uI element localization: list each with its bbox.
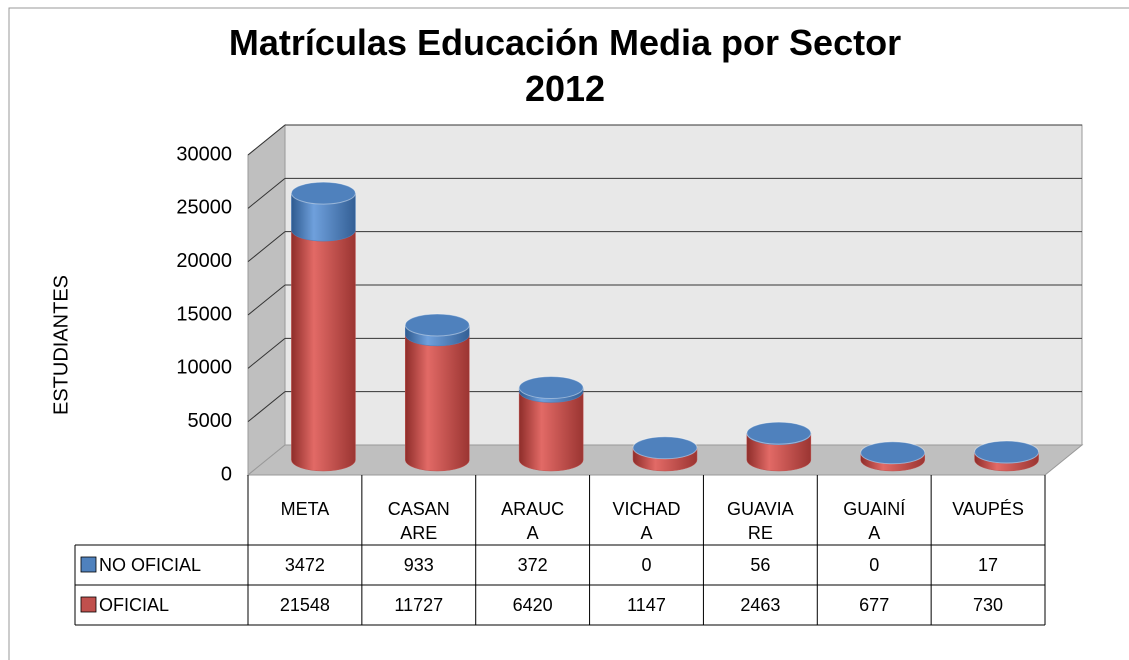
table-value: 21548 xyxy=(279,595,330,615)
grid-line xyxy=(247,337,286,369)
y-tick-label: 5000 xyxy=(188,410,233,432)
cylinder-top xyxy=(404,313,470,337)
y-tick-label: 20000 xyxy=(176,250,232,272)
category-label: META xyxy=(280,499,330,519)
cylinder-top xyxy=(746,421,812,445)
table-value: 17 xyxy=(978,555,999,575)
frame xyxy=(8,7,1129,660)
category-label: GUAINÍA xyxy=(843,499,906,543)
y-axis-label: ESTUDIANTES xyxy=(50,275,72,415)
table-value: 1147 xyxy=(627,595,666,615)
category-label: GUAVIARE xyxy=(727,499,794,543)
cylinder-segment xyxy=(405,334,470,472)
legend-swatch xyxy=(80,556,97,573)
category-label: VICHADA xyxy=(612,499,681,543)
grid-line xyxy=(247,124,286,156)
y-tick-label: 0 xyxy=(221,463,232,485)
grid-line xyxy=(247,177,286,209)
cylinder-top xyxy=(290,181,356,205)
legend-swatch xyxy=(80,596,97,613)
cylinder-top xyxy=(974,440,1040,464)
category-label: CASANARE xyxy=(387,499,450,543)
table-value: 2463 xyxy=(740,595,781,615)
y-tick-label: 10000 xyxy=(176,357,232,379)
legend-label: OFICIAL xyxy=(99,595,170,615)
table-value: 0 xyxy=(869,555,880,575)
chart-title: Matrículas Educación Media por Sector 20… xyxy=(228,22,902,109)
cylinder-segment xyxy=(291,230,356,472)
table-value: 933 xyxy=(403,555,434,575)
y-tick-label: 25000 xyxy=(176,197,232,219)
table-value: 11727 xyxy=(394,595,444,615)
grid-line xyxy=(247,284,286,316)
table-value: 0 xyxy=(641,555,652,575)
y-tick-label: 15000 xyxy=(176,303,232,325)
cylinder-segment xyxy=(518,391,584,472)
cylinder-top xyxy=(632,436,698,460)
table-value: 677 xyxy=(859,595,890,615)
table-value: 3472 xyxy=(284,555,325,575)
grid-line xyxy=(247,231,286,263)
cylinder-top xyxy=(518,376,584,400)
category-label: ARAUCA xyxy=(501,499,565,543)
legend-label: NO OFICIAL xyxy=(99,555,202,575)
table-value: 372 xyxy=(517,555,548,575)
category-label: VAUPÉS xyxy=(952,499,1024,519)
table-value: 56 xyxy=(750,555,771,575)
table-value: 730 xyxy=(973,595,1004,615)
y-tick-label: 30000 xyxy=(176,143,232,165)
grid-line xyxy=(247,391,286,423)
cylinder-top xyxy=(860,441,926,465)
table-value: 6420 xyxy=(512,595,553,615)
